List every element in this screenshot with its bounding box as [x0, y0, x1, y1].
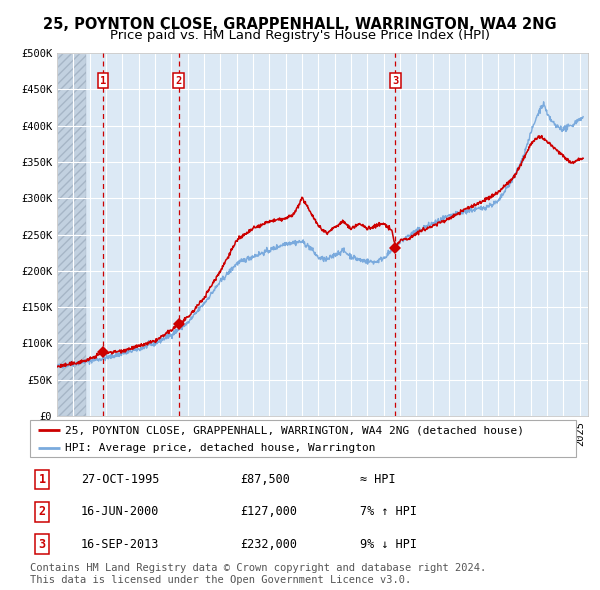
Text: 9% ↓ HPI: 9% ↓ HPI: [360, 537, 417, 551]
Text: 25, POYNTON CLOSE, GRAPPENHALL, WARRINGTON, WA4 2NG: 25, POYNTON CLOSE, GRAPPENHALL, WARRINGT…: [43, 17, 557, 31]
Text: 7% ↑ HPI: 7% ↑ HPI: [360, 505, 417, 519]
Text: Contains HM Land Registry data © Crown copyright and database right 2024.
This d: Contains HM Land Registry data © Crown c…: [30, 563, 486, 585]
Text: 27-OCT-1995: 27-OCT-1995: [81, 473, 160, 486]
Text: HPI: Average price, detached house, Warrington: HPI: Average price, detached house, Warr…: [65, 442, 376, 453]
Text: ≈ HPI: ≈ HPI: [360, 473, 395, 486]
Text: £87,500: £87,500: [240, 473, 290, 486]
FancyBboxPatch shape: [30, 420, 576, 457]
Text: 2: 2: [38, 505, 46, 519]
Text: 25, POYNTON CLOSE, GRAPPENHALL, WARRINGTON, WA4 2NG (detached house): 25, POYNTON CLOSE, GRAPPENHALL, WARRINGT…: [65, 425, 524, 435]
Text: Price paid vs. HM Land Registry's House Price Index (HPI): Price paid vs. HM Land Registry's House …: [110, 30, 490, 42]
Text: £232,000: £232,000: [240, 537, 297, 551]
Text: 1: 1: [38, 473, 46, 486]
Bar: [57, 53, 86, 416]
Text: 2: 2: [176, 76, 182, 86]
Text: 3: 3: [392, 76, 398, 86]
Text: 16-JUN-2000: 16-JUN-2000: [81, 505, 160, 519]
Text: 1: 1: [100, 76, 106, 86]
Text: 3: 3: [38, 537, 46, 551]
Text: 16-SEP-2013: 16-SEP-2013: [81, 537, 160, 551]
Text: £127,000: £127,000: [240, 505, 297, 519]
